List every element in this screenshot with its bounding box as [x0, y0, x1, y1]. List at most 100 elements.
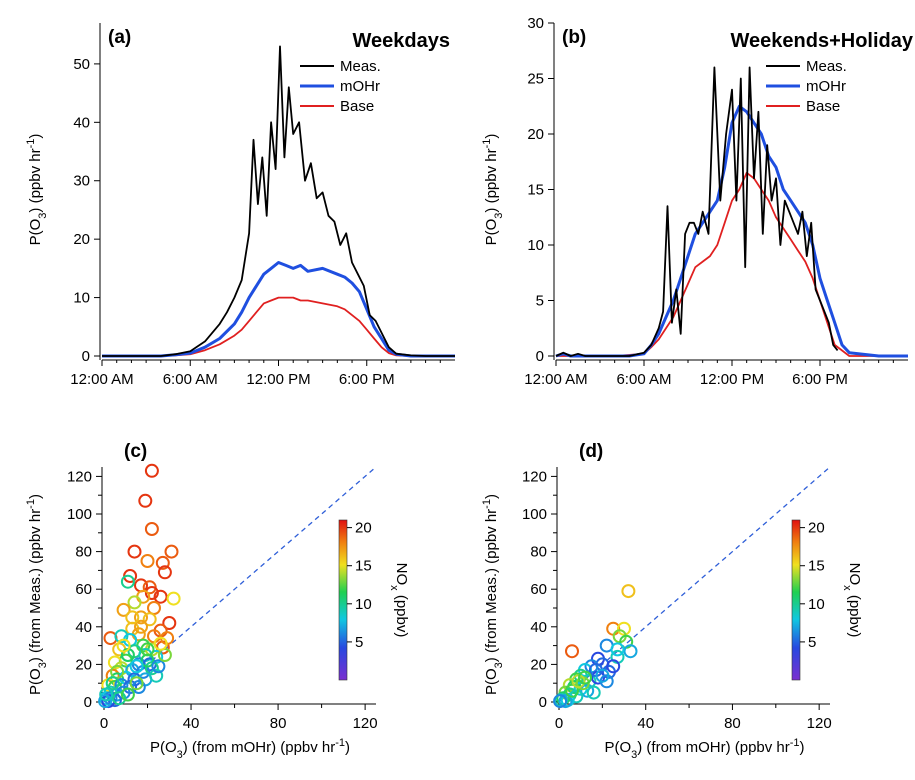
scatter-point: [144, 586, 159, 600]
scatter-point: [125, 610, 140, 625]
scatter-point: [134, 610, 148, 625]
x-tick-label: 0: [555, 715, 563, 732]
x-tick-label: 80: [270, 715, 287, 732]
y-tick-label: 10: [527, 237, 544, 254]
series-line-0: [102, 45, 455, 357]
series-line-2: [556, 171, 908, 357]
y-axis-label-sub: 3: [37, 662, 49, 668]
x-axis-label-b: ) (from mOHr) (ppbv hr: [637, 739, 790, 756]
y-tick-label: 10: [73, 290, 90, 307]
panel-label: (c): [124, 441, 147, 462]
y-axis-label-a: P(O: [483, 219, 500, 246]
scatter-point: [623, 644, 638, 659]
panel-label: (a): [108, 27, 131, 48]
y-tick-label: 80: [75, 544, 92, 561]
scatter-point: [114, 629, 129, 644]
y-tick-label: 120: [522, 468, 547, 485]
y-axis-label-sub: 3: [37, 213, 49, 219]
x-axis-label-b: ) (from mOHr) (ppbv hr: [183, 739, 336, 756]
scatter-point: [129, 659, 144, 674]
x-tick-label: 0: [100, 715, 108, 732]
scatter-point: [155, 555, 170, 570]
y-axis-label-b: ) (ppbv hr: [27, 148, 44, 212]
scatter-point: [127, 544, 142, 559]
colorbar-label-sub: x: [841, 585, 853, 591]
y-tick-label: 0: [536, 348, 544, 365]
y-axis-label: P(O3) (ppbv hr-1): [481, 134, 505, 246]
scatter-point: [595, 668, 610, 683]
scatter-point: [153, 589, 168, 604]
x-tick-label: 12:00 AM: [524, 371, 587, 388]
scatter-point: [144, 463, 159, 478]
y-tick-label: 0: [539, 694, 547, 711]
legend-label: mOHr: [340, 78, 380, 95]
colorbar-tick-label: 15: [355, 558, 372, 575]
y-tick-label: 5: [536, 293, 544, 310]
scatter-point: [151, 659, 166, 674]
y-tick-label: 0: [84, 694, 92, 711]
colorbar-label-a: NO: [393, 563, 410, 586]
scatter-point: [142, 612, 157, 627]
scatter-point: [116, 638, 131, 653]
scatter-point: [105, 676, 120, 691]
scatter-point: [149, 668, 164, 683]
y-axis-label-a: P(O: [27, 219, 44, 246]
y-tick-label: 100: [67, 506, 92, 523]
y-tick-label: 20: [75, 656, 92, 673]
y-tick-label: 60: [75, 581, 92, 598]
scatter-point: [578, 670, 592, 685]
x-axis-label: P(O3) (from mOHr) (ppbv hr-1): [150, 737, 350, 761]
scatter-point: [98, 694, 113, 709]
x-axis-label-sub: 3: [177, 749, 183, 761]
scatter-point: [120, 574, 135, 589]
scatter-point: [140, 554, 155, 568]
x-axis-label-a: P(O: [604, 739, 631, 756]
scatter-point: [157, 648, 172, 662]
scatter-point: [580, 683, 595, 698]
x-tick-label: 12:00 PM: [246, 371, 310, 388]
y-tick-label: 80: [530, 544, 547, 561]
colorbar-tick-label: 5: [808, 634, 816, 651]
colorbar: [338, 519, 348, 681]
y-axis-label-sup: -1: [481, 499, 493, 509]
scatter-point: [134, 619, 148, 634]
series-line-0: [555, 66, 839, 357]
x-tick-label: 12:00 PM: [700, 371, 764, 388]
scatter-point: [586, 685, 601, 700]
y-tick-label: 40: [75, 619, 92, 636]
colorbar-tick-label: 10: [808, 596, 825, 613]
series-line-1: [555, 104, 908, 358]
y-axis-label-c: ): [483, 134, 500, 139]
scatter-point: [610, 642, 625, 657]
y-axis-label-sub: 3: [493, 662, 505, 668]
y-tick-label: 30: [73, 173, 90, 190]
legend-label: Base: [806, 98, 840, 115]
x-axis-label-a: P(O: [150, 739, 177, 756]
y-axis-label-a: P(O: [27, 668, 44, 695]
y-tick-label: 40: [73, 114, 90, 131]
legend-label: Base: [340, 98, 374, 115]
x-axis-label-sub: 3: [631, 749, 637, 761]
scatter-point: [606, 659, 621, 674]
scatter-point: [140, 642, 155, 657]
colorbar-label: NOx (ppbv): [841, 563, 863, 638]
y-tick-label: 20: [530, 656, 547, 673]
y-axis-label-b: ) (ppbv hr: [483, 148, 500, 212]
legend-label: Meas.: [340, 58, 381, 75]
panel-label: (d): [579, 441, 603, 462]
one-to-one-line: [558, 466, 831, 703]
x-axis-label-sup: -1: [335, 737, 345, 749]
scatter-point: [144, 522, 159, 536]
scatter-point: [99, 687, 114, 702]
scatter-point: [166, 591, 181, 606]
one-to-one-line: [103, 466, 377, 703]
colorbar-tick-label: 15: [808, 558, 825, 575]
panel-title: Weekdays: [353, 30, 450, 52]
y-axis-label-b: ) (from Meas.) (ppbv hr: [27, 509, 44, 662]
y-axis-label: P(O3) (ppbv hr-1): [25, 134, 49, 246]
scatter-point: [129, 676, 144, 691]
scatter-point: [153, 636, 168, 651]
y-axis-label-sup: -1: [25, 499, 37, 509]
scatter-point: [164, 544, 179, 559]
